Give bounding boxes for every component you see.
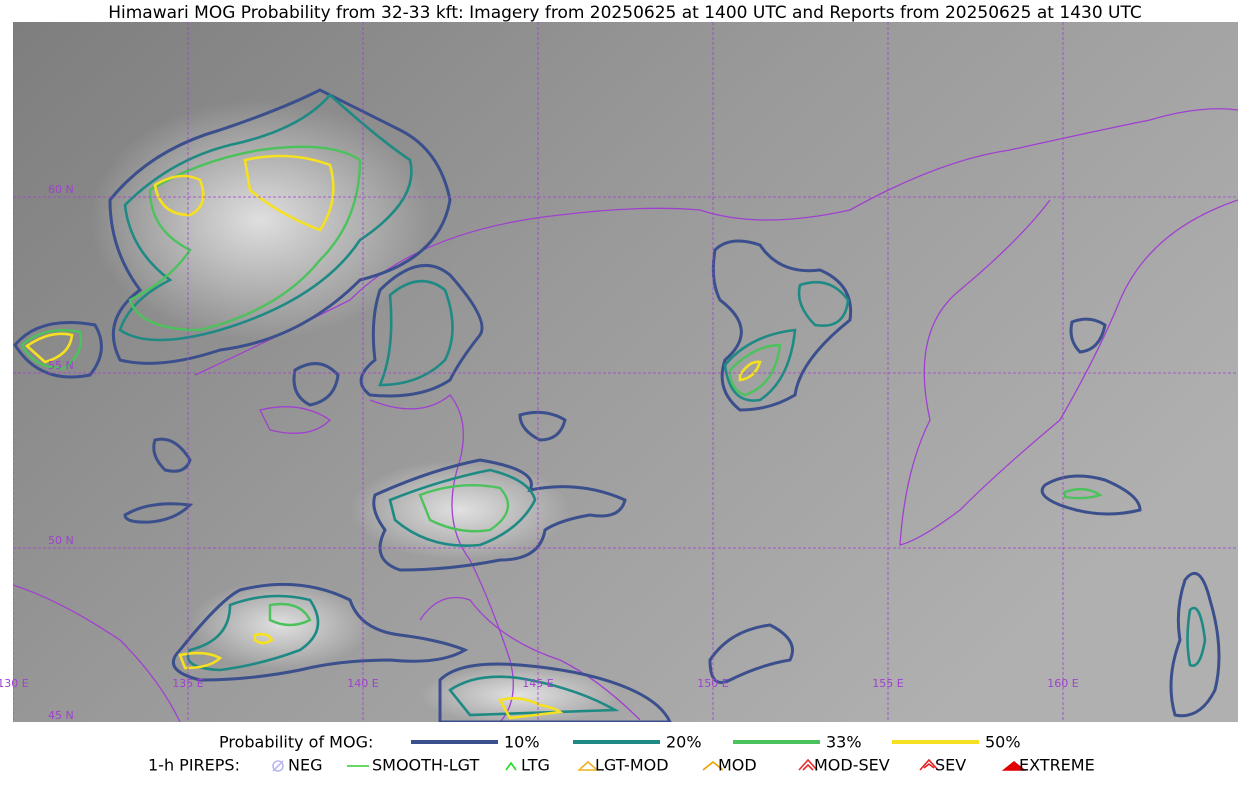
lon-label: 160 E <box>1047 677 1078 690</box>
map <box>13 22 1238 722</box>
lon-label: 130 E <box>0 677 29 690</box>
cloud <box>90 100 430 340</box>
lon-label: 150 E <box>697 677 728 690</box>
pirep-label: MOD-SEV <box>814 756 890 775</box>
pirep-label: LGT-MOD <box>595 756 669 775</box>
pirep-label: EXTREME <box>1019 756 1095 775</box>
lat-label: 60 N <box>48 183 74 196</box>
pirep-symbol <box>798 758 818 771</box>
cloud <box>420 665 620 722</box>
lon-label: 155 E <box>872 677 903 690</box>
legend-label: 33% <box>826 733 862 752</box>
lon-label: 140 E <box>347 677 378 690</box>
pirep-symbol <box>1001 760 1027 771</box>
legend: Probability of MOG: 10% 20% 33% 50% 1-h PIREP… <box>148 733 1095 775</box>
lat-label: 55 N <box>48 359 74 372</box>
lat-label: 50 N <box>48 534 74 547</box>
graticule <box>13 22 1238 722</box>
pirep-symbol <box>505 761 517 771</box>
graticule-labels: 60 N 55 N 50 N 45 N 130 E 135 E 140 E 145 E 150 … <box>0 183 1079 722</box>
legend-title: Probability of MOG: <box>219 733 373 752</box>
legend-label: 20% <box>666 733 702 752</box>
pirep-label: LTG <box>521 756 550 775</box>
lon-label: 135 E <box>172 677 203 690</box>
pirep-symbol <box>702 760 724 771</box>
pirep-label: SEV <box>935 756 966 775</box>
legend-title: 1-h PIREPS: <box>148 756 240 775</box>
coastlines <box>13 108 1238 722</box>
lat-label: 45 N <box>48 709 74 722</box>
pirep-label: NEG <box>288 756 322 775</box>
pirep-symbol <box>919 758 939 771</box>
pirep-label: MOD <box>718 756 757 775</box>
cloud <box>350 460 570 560</box>
title: Himawari MOG Probability from 32-33 kft:… <box>108 3 1142 23</box>
mog-contours <box>13 88 1221 722</box>
legend-label: 10% <box>504 733 540 752</box>
pirep-symbol <box>578 760 598 771</box>
lon-label: 145 E <box>522 677 553 690</box>
legend-label: 50% <box>985 733 1021 752</box>
pirep-label: SMOOTH-LGT <box>372 756 479 775</box>
pirep-symbol <box>272 760 284 772</box>
